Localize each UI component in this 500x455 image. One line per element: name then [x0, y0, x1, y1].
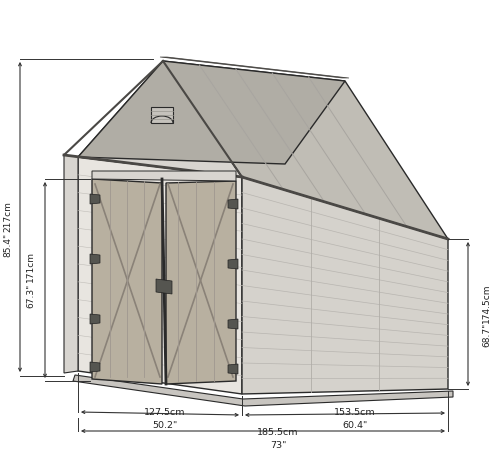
Polygon shape [228, 319, 238, 329]
Polygon shape [151, 108, 173, 124]
Polygon shape [92, 172, 236, 182]
Text: 153.5cm: 153.5cm [334, 407, 376, 416]
Text: 185.5cm: 185.5cm [257, 427, 299, 436]
Text: 127.5cm: 127.5cm [144, 407, 186, 416]
Text: 171cm: 171cm [26, 250, 35, 281]
Polygon shape [228, 259, 238, 269]
Polygon shape [242, 177, 448, 394]
Polygon shape [228, 364, 238, 374]
Text: 73": 73" [270, 440, 286, 449]
Polygon shape [90, 254, 100, 264]
Polygon shape [90, 195, 100, 205]
Text: 217cm: 217cm [3, 201, 12, 232]
Text: 174.5cm: 174.5cm [482, 283, 491, 322]
Polygon shape [163, 62, 448, 239]
Polygon shape [78, 62, 345, 165]
Polygon shape [90, 314, 100, 324]
Polygon shape [78, 157, 242, 394]
Polygon shape [228, 200, 238, 210]
Polygon shape [156, 279, 172, 294]
Polygon shape [90, 362, 100, 372]
Polygon shape [78, 62, 242, 177]
Polygon shape [73, 375, 453, 406]
Polygon shape [160, 58, 349, 79]
Text: 85.4": 85.4" [3, 233, 12, 257]
Polygon shape [166, 182, 236, 384]
Text: 68.7": 68.7" [482, 322, 491, 346]
Text: 50.2": 50.2" [152, 420, 178, 429]
Text: 67.3": 67.3" [26, 283, 35, 308]
Text: 60.4": 60.4" [342, 420, 367, 429]
Polygon shape [92, 180, 162, 384]
Polygon shape [64, 156, 78, 373]
